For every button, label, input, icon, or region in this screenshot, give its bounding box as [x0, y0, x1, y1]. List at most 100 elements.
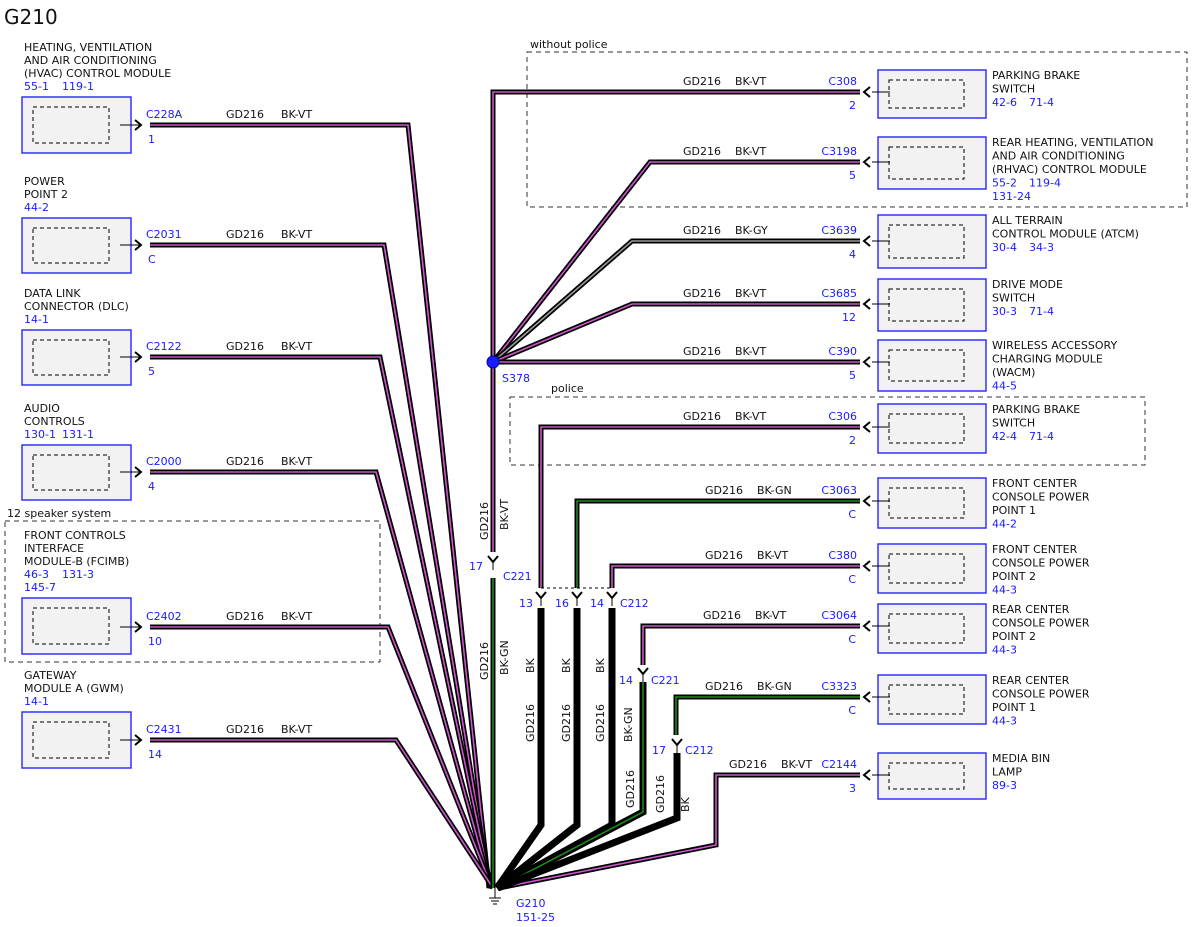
module-box-c3063-inner	[888, 487, 965, 519]
module-name: POINT 1	[992, 504, 1036, 517]
module-box-c2000[interactable]	[21, 444, 132, 501]
wire-circuit: GD216	[683, 345, 721, 358]
module-box-c3685[interactable]	[877, 278, 987, 332]
wire-label-vertical: GD216	[524, 704, 537, 742]
connector-id: C2122	[146, 340, 182, 353]
module-name: POINT 2	[24, 188, 68, 201]
module-box-c2144[interactable]	[877, 752, 987, 800]
connector-id: C3198	[821, 145, 857, 158]
connector-pin: C	[848, 573, 856, 586]
module-name: AND AIR CONDITIONING	[24, 54, 157, 67]
wire-label-vertical: BK	[560, 657, 573, 673]
wire-c2431-stripe	[150, 739, 494, 889]
wire-c3064	[640, 623, 860, 665]
module-box-c308[interactable]	[877, 69, 987, 119]
wire-color: BK-VT	[735, 345, 766, 358]
module-box-c3198[interactable]	[877, 136, 987, 190]
module-name: CONNECTOR (DLC)	[24, 300, 129, 313]
connector-arrow-icon	[862, 769, 871, 781]
wire-color: BK-VT	[781, 758, 812, 771]
wire-label-vertical: BK	[594, 657, 607, 673]
connector-id: C2144	[821, 758, 857, 771]
module-box-c228a-inner	[32, 106, 110, 144]
connector-pin: C	[848, 633, 856, 646]
inline-pin: 13	[519, 597, 533, 610]
connector-pin: 3	[849, 782, 856, 795]
wire-c3685-stripe	[492, 303, 860, 363]
module-box-c228a[interactable]	[21, 96, 132, 154]
module-name: INTERFACE	[24, 542, 84, 555]
connector-arrow-icon	[862, 620, 871, 632]
module-box-c2431[interactable]	[21, 711, 132, 769]
module-ref-link: 131-24	[992, 190, 1031, 203]
module-name: SWITCH	[992, 417, 1035, 430]
connector-pin: 4	[849, 248, 856, 261]
inline-arrow-icon	[571, 591, 583, 600]
module-box-c2402[interactable]	[21, 597, 132, 655]
module-box-c3063[interactable]	[877, 477, 987, 529]
connector-pin: 12	[842, 311, 856, 324]
wire-c2000	[150, 469, 494, 889]
connector-pin: C	[848, 704, 856, 717]
wire-c228a	[150, 122, 492, 889]
module-name: CONTROLS	[24, 415, 85, 428]
wire-color: BK-VT	[281, 723, 312, 736]
wire-label-vertical: GD216	[654, 775, 667, 813]
wire-circuit: GD216	[729, 758, 767, 771]
connector-pin: 10	[148, 635, 162, 648]
group-label-without-police: without police	[530, 38, 608, 51]
wire-c3064-stripe	[642, 625, 860, 665]
module-name: CHARGING MODULE	[992, 353, 1103, 366]
module-ref-link: 30-4	[992, 241, 1017, 254]
module-box-c306[interactable]	[877, 403, 987, 454]
wire-circuit: GD216	[226, 610, 264, 623]
wire-circuit: GD216	[226, 108, 264, 121]
module-box-c390-inner	[888, 349, 965, 382]
connector-arrow-icon	[862, 235, 871, 247]
module-ref-link: 34-3	[1029, 241, 1054, 254]
module-box-c2031[interactable]	[21, 217, 132, 274]
connector-arrow-icon	[134, 239, 143, 251]
connector-id: C2402	[146, 610, 182, 623]
ground-label: G210	[516, 897, 546, 910]
connector-arrow-icon	[862, 298, 871, 310]
module-box-c390[interactable]	[877, 339, 987, 392]
module-name: (RHVAC) CONTROL MODULE	[992, 163, 1147, 176]
module-box-c2122[interactable]	[21, 329, 132, 386]
wire-circuit: GD216	[226, 228, 264, 241]
module-box-c3639[interactable]	[877, 214, 987, 269]
module-name: LAMP	[992, 766, 1022, 779]
connector-id: C308	[828, 75, 857, 88]
wire-label-vertical: BK-VT	[498, 499, 511, 530]
module-name: FRONT CENTER	[992, 543, 1078, 556]
module-ref-link: 44-3	[992, 715, 1017, 728]
module-name: POINT 1	[992, 701, 1036, 714]
wire-circuit: GD216	[683, 410, 721, 423]
wire-circuit: GD216	[683, 145, 721, 158]
connector-arrow-icon	[134, 621, 143, 633]
module-ref-link: 145-7	[24, 581, 56, 594]
wire-color: BK-GY	[735, 224, 768, 237]
module-box-c380[interactable]	[877, 543, 987, 594]
splice-s378[interactable]	[486, 355, 500, 369]
wire-color: BK-VT	[281, 455, 312, 468]
wire-c3639-stripe	[492, 240, 860, 363]
wire-label-vertical: GD216	[560, 704, 573, 742]
group-12-speaker	[4, 520, 381, 663]
connector-id: C306	[828, 410, 857, 423]
module-box-c3064[interactable]	[877, 603, 987, 654]
module-name: ALL TERRAIN	[992, 214, 1063, 227]
wire-label-vertical: BK	[524, 657, 537, 673]
module-ref-link: 42-6	[992, 96, 1017, 109]
connector-id: C3639	[821, 224, 857, 237]
module-box-c3323[interactable]	[877, 674, 987, 725]
module-ref-link: 44-2	[24, 201, 49, 214]
module-ref-link: 131-3	[62, 568, 94, 581]
wire-c380-stripe	[611, 565, 860, 588]
module-box-c2431-inner	[32, 721, 110, 759]
module-name: REAR CENTER	[992, 674, 1070, 687]
module-ref-link: 119-1	[62, 80, 94, 93]
module-box-c3198-inner	[888, 146, 965, 180]
module-ref-link: 44-3	[992, 644, 1017, 657]
connector-id: C3323	[821, 680, 857, 693]
